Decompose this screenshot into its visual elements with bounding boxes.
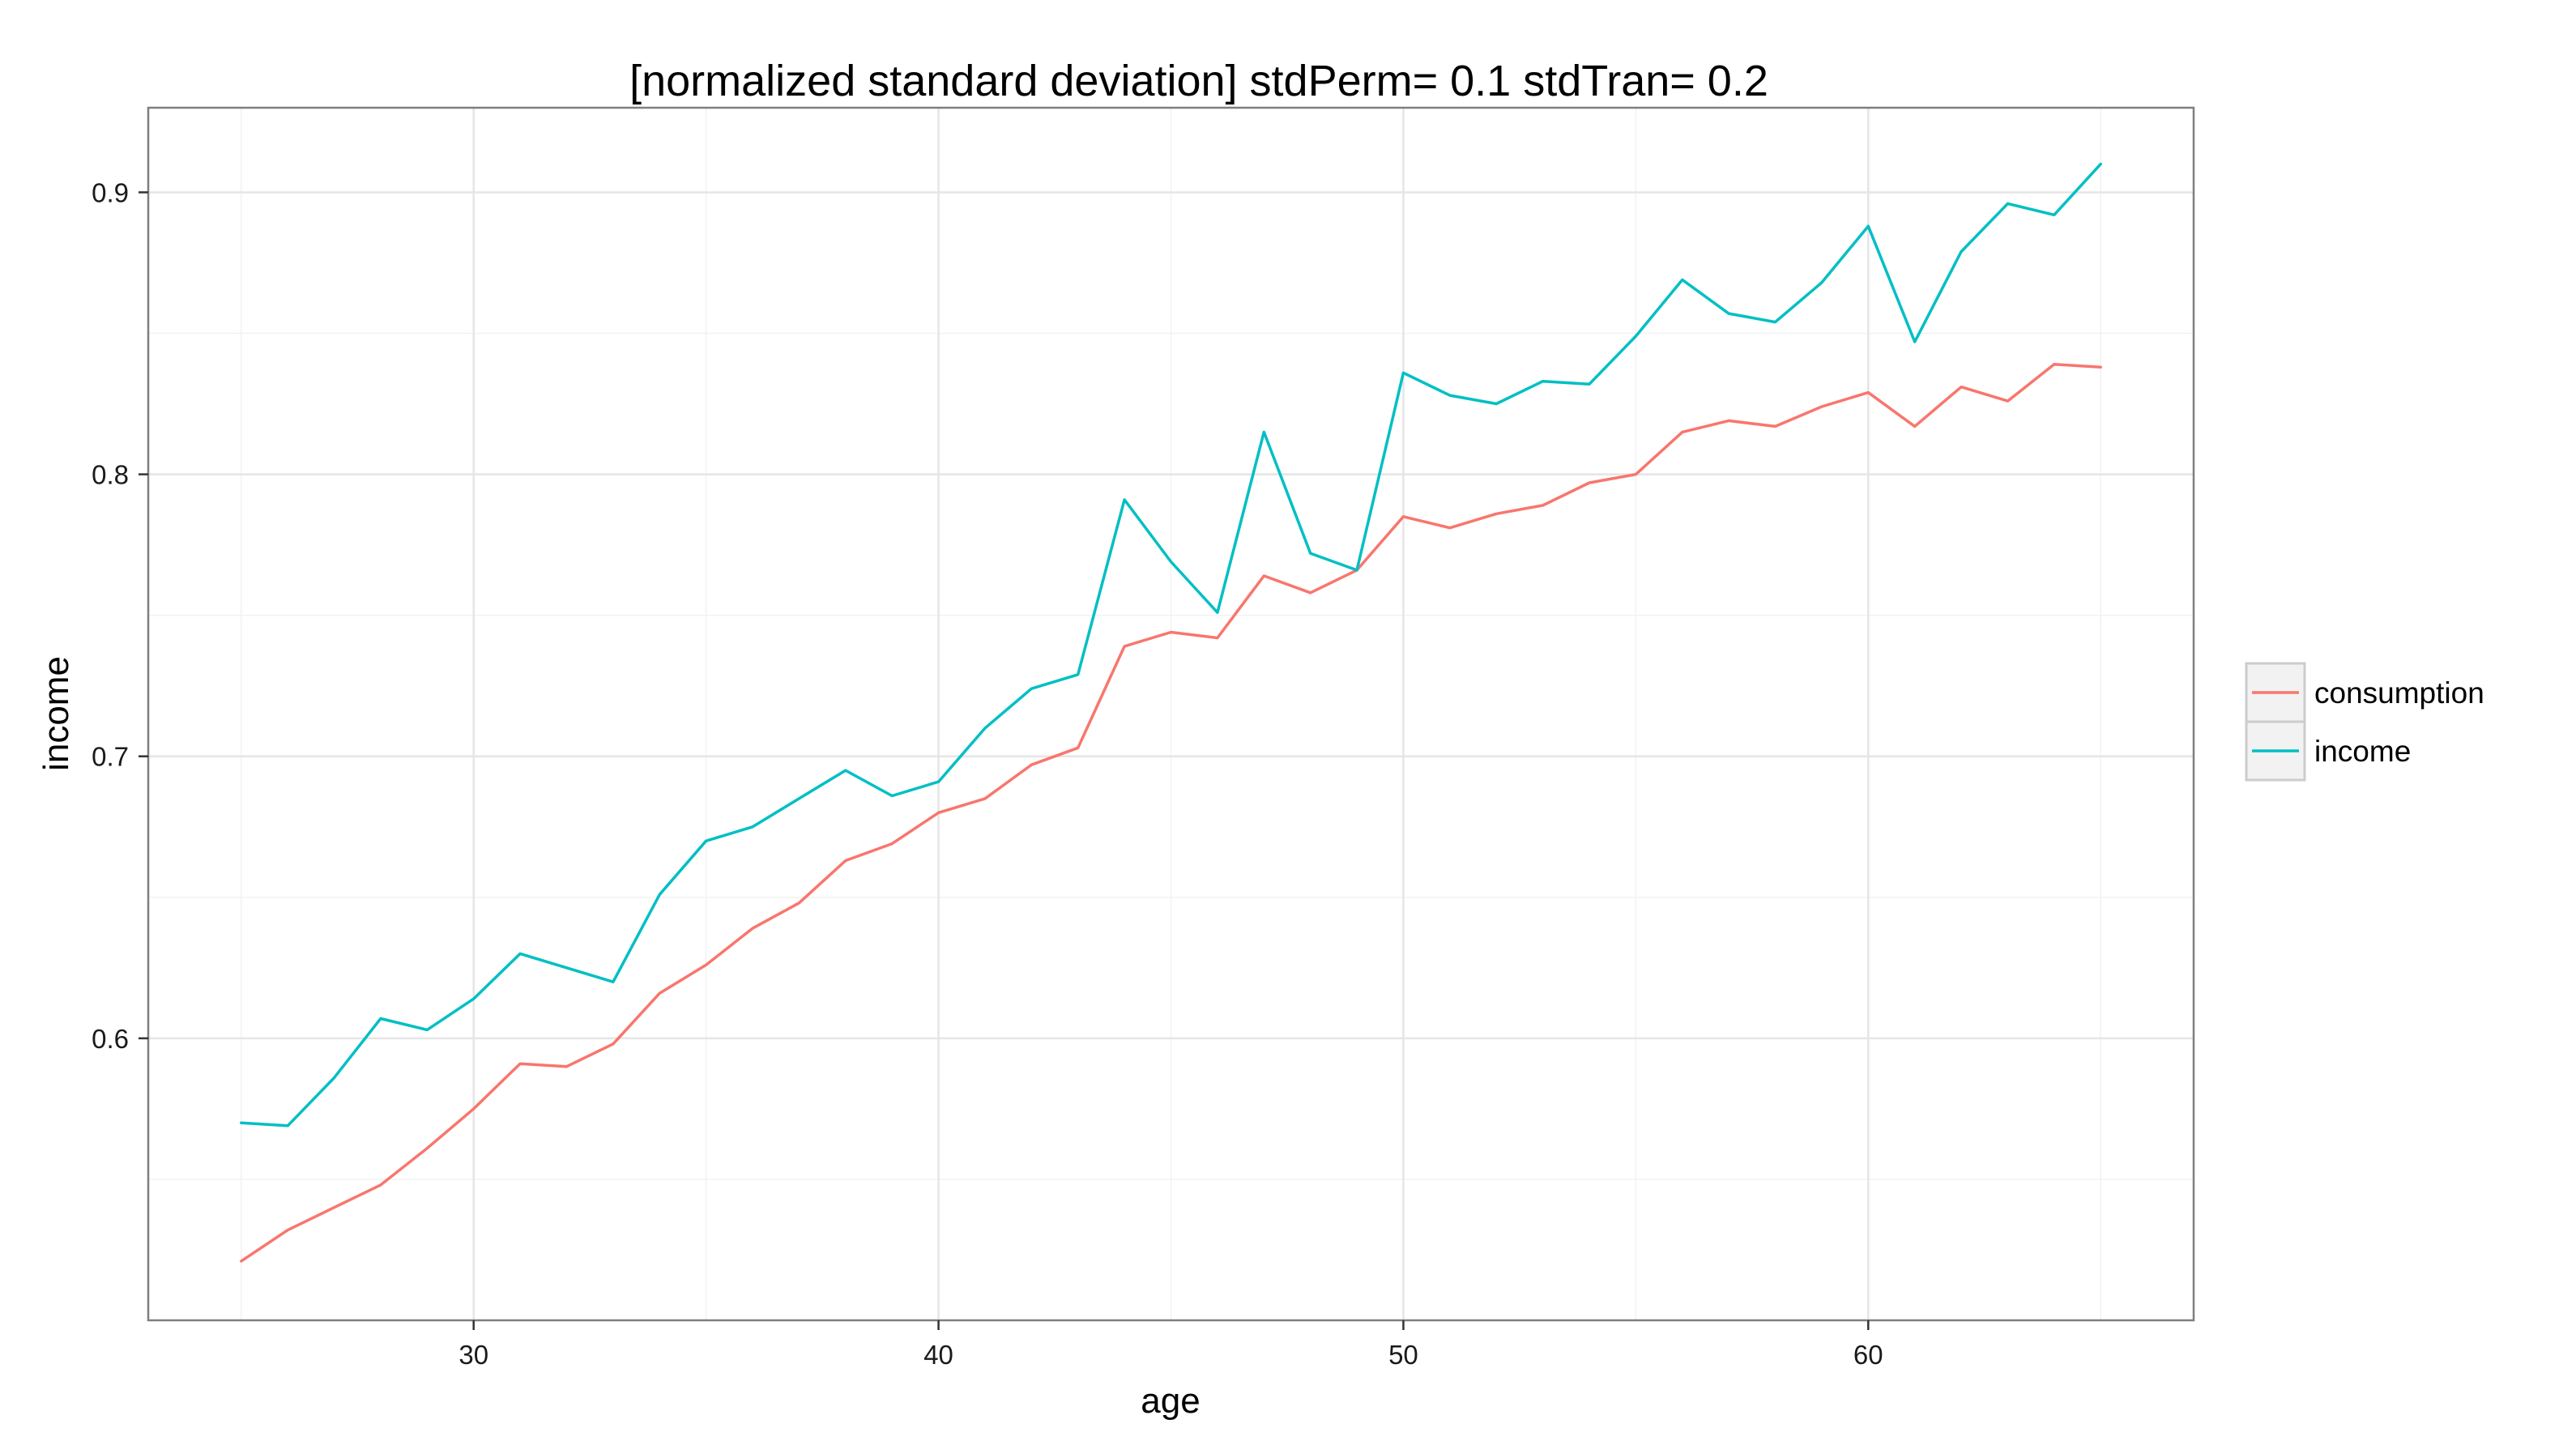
chart-title: [normalized standard deviation] stdPerm=… bbox=[629, 57, 1768, 105]
series-line-income bbox=[240, 162, 2102, 1128]
series-line-consumption bbox=[240, 363, 2102, 1263]
x-tick-label: 30 bbox=[458, 1340, 488, 1370]
legend: consumption income bbox=[2245, 662, 2484, 782]
x-tick-label: 60 bbox=[1853, 1340, 1883, 1370]
x-tick-label: 50 bbox=[1388, 1340, 1418, 1370]
x-tick-label: 40 bbox=[923, 1340, 953, 1370]
x-axis: 30 40 50 60 bbox=[458, 1320, 1883, 1370]
y-tick-label: 0.7 bbox=[92, 742, 129, 772]
y-tick-label: 0.6 bbox=[92, 1024, 129, 1054]
legend-label: consumption bbox=[2314, 676, 2484, 710]
series-lines bbox=[240, 162, 2102, 1263]
legend-label: income bbox=[2314, 735, 2411, 768]
plot-border bbox=[147, 106, 2195, 1322]
x-axis-title: age bbox=[1141, 1381, 1200, 1421]
major-gridlines bbox=[148, 108, 2194, 1320]
y-axis: 0.6 0.7 0.8 0.9 bbox=[92, 177, 148, 1054]
minor-gridlines bbox=[148, 108, 2194, 1320]
y-tick-label: 0.8 bbox=[92, 460, 129, 490]
y-axis-title: income bbox=[36, 656, 76, 771]
y-tick-label: 0.9 bbox=[92, 177, 129, 207]
